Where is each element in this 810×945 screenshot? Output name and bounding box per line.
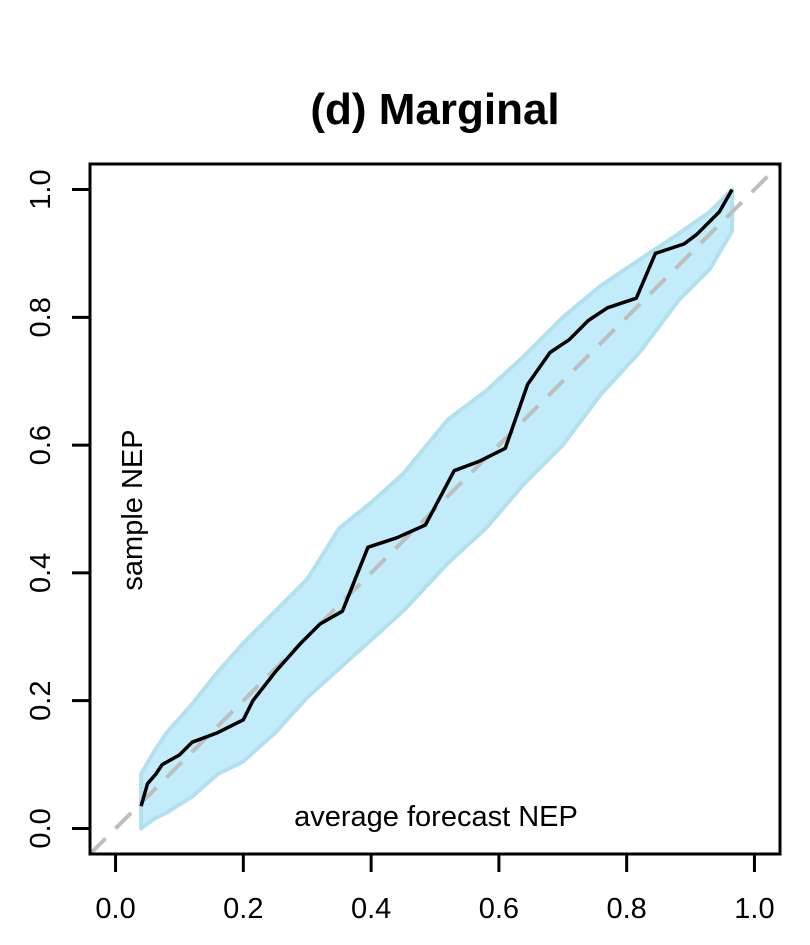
x-tick-label: 0.0 bbox=[95, 893, 135, 925]
series-line bbox=[139, 188, 734, 807]
x-tick-label: 0.2 bbox=[223, 893, 263, 925]
y-tick-label: 1.0 bbox=[25, 169, 57, 209]
inside-x-label: average forecast NEP bbox=[294, 801, 578, 833]
inside-y-label: sample NEP bbox=[117, 429, 149, 590]
x-tick-label: 1.0 bbox=[734, 893, 774, 925]
y-tick-label: 0.4 bbox=[25, 553, 57, 593]
y-tick-label: 0.2 bbox=[25, 681, 57, 721]
plot-area bbox=[88, 162, 782, 856]
y-tick-label: 0.6 bbox=[25, 425, 57, 465]
x-tick-label: 0.6 bbox=[479, 893, 519, 925]
x-axis: 0.0 0.2 0.4 0.6 0.8 1.0 bbox=[95, 852, 775, 925]
chart-title: (d) Marginal bbox=[310, 85, 559, 134]
x-tick-label: 0.4 bbox=[351, 893, 391, 925]
y-tick-label: 0.8 bbox=[25, 297, 57, 337]
y-tick-label: 0.0 bbox=[25, 808, 57, 848]
x-tick-label: 0.8 bbox=[607, 893, 647, 925]
y-axis: 0.0 0.2 0.4 0.6 0.8 1.0 bbox=[25, 169, 92, 849]
